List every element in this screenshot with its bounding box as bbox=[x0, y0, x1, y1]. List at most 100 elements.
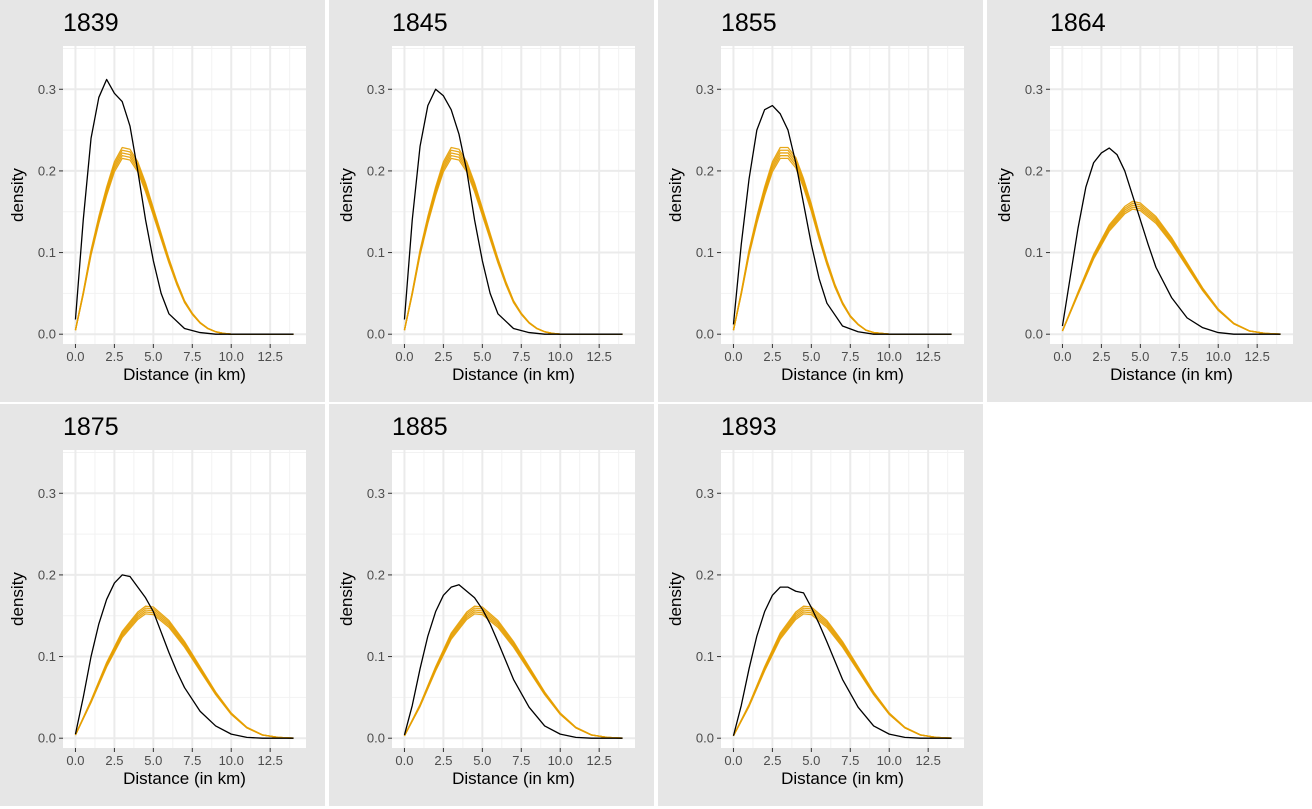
simulated-density-line bbox=[74, 146, 294, 335]
x-tick-label: 10.0 bbox=[219, 349, 244, 364]
y-tick-label: 0.3 bbox=[696, 486, 714, 501]
x-tick-label: 12.5 bbox=[1245, 349, 1270, 364]
panel-title: 1855 bbox=[721, 9, 777, 37]
x-tick-label: 5.0 bbox=[144, 349, 162, 364]
x-tick-label: 7.5 bbox=[841, 753, 859, 768]
facet-panel-1839: 1839 0.0 2.5 5.0 7.5 10.0 12.5 0.0 0.1 0.2 0.3 Dist… bbox=[0, 0, 325, 402]
plot-area bbox=[1050, 46, 1293, 344]
x-tick-label: 7.5 bbox=[183, 753, 201, 768]
y-tick-label: 0.0 bbox=[696, 327, 714, 342]
observed-density-line bbox=[74, 574, 294, 739]
panel-title: 1839 bbox=[63, 9, 119, 37]
x-axis-title: Distance (in km) bbox=[781, 365, 904, 384]
facet-svg: 1893 0.0 2.5 5.0 7.5 10.0 12.5 0.0 0.1 0.2 0.3 Dist… bbox=[666, 413, 964, 788]
facet-panel-1855: 1855 0.0 2.5 5.0 7.5 10.0 12.5 0.0 0.1 0.2 0.3 Dist… bbox=[658, 0, 983, 402]
x-tick-label: 0.0 bbox=[66, 349, 84, 364]
y-tick-label: 0.0 bbox=[38, 731, 56, 746]
x-tick-label: 5.0 bbox=[144, 753, 162, 768]
x-tick-label: 10.0 bbox=[877, 349, 902, 364]
y-tick-label: 0.2 bbox=[367, 163, 385, 178]
x-tick-label: 12.5 bbox=[916, 349, 941, 364]
y-tick-label: 0.3 bbox=[696, 82, 714, 97]
x-tick-label: 2.5 bbox=[434, 349, 452, 364]
simulated-density-line bbox=[403, 605, 623, 739]
panel-title: 1845 bbox=[392, 9, 448, 37]
facet-svg: 1855 0.0 2.5 5.0 7.5 10.0 12.5 0.0 0.1 0.2 0.3 Dist… bbox=[666, 9, 964, 384]
x-tick-label: 10.0 bbox=[548, 349, 573, 364]
x-tick-label: 2.5 bbox=[763, 349, 781, 364]
y-tick-label: 0.1 bbox=[38, 245, 56, 260]
x-tick-label: 2.5 bbox=[434, 753, 452, 768]
x-tick-label: 12.5 bbox=[587, 753, 612, 768]
y-tick-label: 0.2 bbox=[367, 567, 385, 582]
facet-panel-1885: 1885 0.0 2.5 5.0 7.5 10.0 12.5 0.0 0.1 0.2 0.3 Dist… bbox=[329, 404, 654, 806]
x-tick-label: 10.0 bbox=[219, 753, 244, 768]
y-tick-label: 0.1 bbox=[38, 649, 56, 664]
panel-title: 1864 bbox=[1050, 9, 1106, 37]
facet-svg: 1864 0.0 2.5 5.0 7.5 10.0 12.5 0.0 0.1 0.2 0.3 Dist… bbox=[995, 9, 1293, 384]
y-tick-label: 0.0 bbox=[1025, 327, 1043, 342]
y-axis-title: density bbox=[8, 572, 27, 626]
y-tick-label: 0.1 bbox=[367, 649, 385, 664]
plot-area bbox=[721, 450, 964, 748]
y-tick-label: 0.1 bbox=[696, 649, 714, 664]
x-tick-label: 5.0 bbox=[473, 753, 491, 768]
simulated-density-line bbox=[74, 605, 294, 739]
y-axis-title: density bbox=[337, 572, 356, 626]
plot-area bbox=[63, 46, 306, 344]
y-tick-label: 0.3 bbox=[1025, 82, 1043, 97]
y-tick-label: 0.0 bbox=[38, 327, 56, 342]
y-tick-label: 0.0 bbox=[696, 731, 714, 746]
x-tick-label: 7.5 bbox=[841, 349, 859, 364]
y-tick-label: 0.2 bbox=[38, 567, 56, 582]
x-tick-label: 10.0 bbox=[877, 753, 902, 768]
y-axis-title: density bbox=[8, 168, 27, 222]
panel-title: 1893 bbox=[721, 413, 777, 441]
simulated-density-line bbox=[403, 146, 623, 335]
simulated-density-line bbox=[732, 146, 952, 335]
observed-density-line bbox=[403, 88, 623, 335]
facet-panel-1893: 1893 0.0 2.5 5.0 7.5 10.0 12.5 0.0 0.1 0.2 0.3 Dist… bbox=[658, 404, 983, 806]
observed-density-line bbox=[74, 78, 294, 335]
y-tick-label: 0.2 bbox=[1025, 163, 1043, 178]
y-tick-label: 0.3 bbox=[38, 486, 56, 501]
x-tick-label: 12.5 bbox=[916, 753, 941, 768]
x-axis-title: Distance (in km) bbox=[1110, 365, 1233, 384]
y-tick-label: 0.2 bbox=[38, 163, 56, 178]
observed-density-line bbox=[732, 586, 952, 739]
x-tick-label: 5.0 bbox=[1131, 349, 1149, 364]
x-axis-title: Distance (in km) bbox=[781, 769, 904, 788]
x-tick-label: 7.5 bbox=[1170, 349, 1188, 364]
x-axis-title: Distance (in km) bbox=[452, 769, 575, 788]
observed-density-line bbox=[1061, 147, 1281, 335]
y-tick-label: 0.1 bbox=[696, 245, 714, 260]
x-axis-title: Distance (in km) bbox=[123, 365, 246, 384]
y-tick-label: 0.0 bbox=[367, 327, 385, 342]
facet-svg: 1839 0.0 2.5 5.0 7.5 10.0 12.5 0.0 0.1 0.2 0.3 Dist… bbox=[8, 9, 306, 384]
x-axis-title: Distance (in km) bbox=[123, 769, 246, 788]
y-tick-label: 0.3 bbox=[38, 82, 56, 97]
y-tick-label: 0.1 bbox=[1025, 245, 1043, 260]
panel-title: 1875 bbox=[63, 413, 119, 441]
x-tick-label: 0.0 bbox=[724, 349, 742, 364]
x-tick-label: 12.5 bbox=[258, 349, 283, 364]
x-tick-label: 7.5 bbox=[183, 349, 201, 364]
x-tick-label: 2.5 bbox=[105, 349, 123, 364]
y-tick-label: 0.3 bbox=[367, 486, 385, 501]
y-tick-label: 0.3 bbox=[367, 82, 385, 97]
facet-svg: 1875 0.0 2.5 5.0 7.5 10.0 12.5 0.0 0.1 0.2 0.3 Dist… bbox=[8, 413, 306, 788]
x-tick-label: 0.0 bbox=[395, 349, 413, 364]
facet-panel-1864: 1864 0.0 2.5 5.0 7.5 10.0 12.5 0.0 0.1 0.2 0.3 Dist… bbox=[987, 0, 1312, 402]
x-tick-label: 0.0 bbox=[66, 753, 84, 768]
x-tick-label: 12.5 bbox=[587, 349, 612, 364]
x-tick-label: 2.5 bbox=[1092, 349, 1110, 364]
plot-area bbox=[392, 450, 635, 748]
x-tick-label: 0.0 bbox=[395, 753, 413, 768]
x-tick-label: 0.0 bbox=[724, 753, 742, 768]
plot-area bbox=[721, 46, 964, 344]
x-tick-label: 7.5 bbox=[512, 753, 530, 768]
simulated-density-line bbox=[732, 605, 952, 739]
x-tick-label: 10.0 bbox=[1206, 349, 1231, 364]
y-axis-title: density bbox=[666, 168, 685, 222]
facet-panel-1845: 1845 0.0 2.5 5.0 7.5 10.0 12.5 0.0 0.1 0.2 0.3 Dist… bbox=[329, 0, 654, 402]
